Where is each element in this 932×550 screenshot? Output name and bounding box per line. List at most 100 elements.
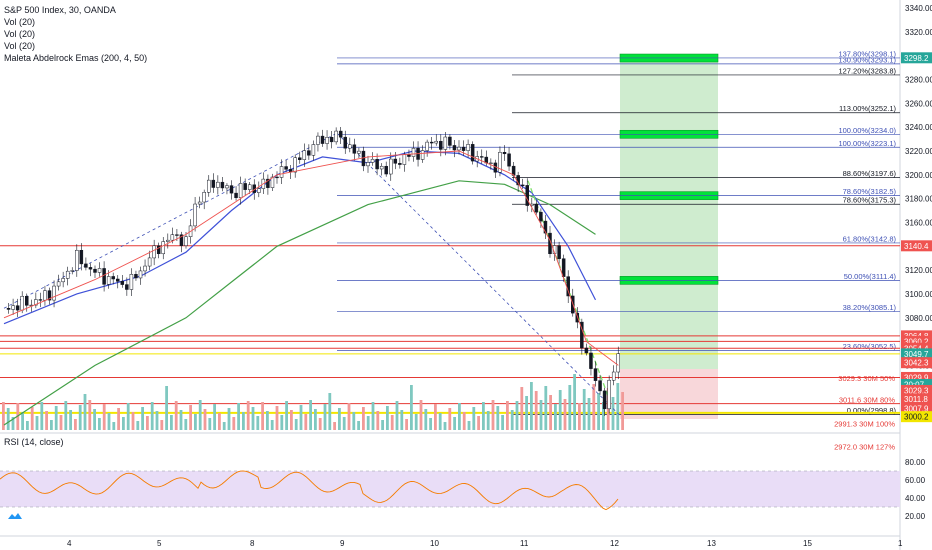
candle-body bbox=[47, 290, 52, 301]
price-tick-label: 3160.00 bbox=[905, 218, 932, 227]
candle-body bbox=[161, 241, 165, 255]
stop-zone bbox=[620, 369, 718, 420]
fib-level-label: 113.00%(3252.1) bbox=[839, 104, 896, 113]
volume-bar bbox=[424, 409, 428, 430]
volume-bar bbox=[246, 401, 250, 430]
time-tick-label: 12 bbox=[610, 539, 619, 548]
volume-bar bbox=[266, 411, 269, 430]
time-tick-label: 5 bbox=[157, 539, 162, 548]
volume-bar bbox=[150, 402, 154, 430]
price-badge-bg bbox=[901, 335, 932, 347]
candle-body bbox=[116, 278, 120, 282]
time-tick-label: 13 bbox=[707, 539, 716, 548]
rsi-tick-label: 40.00 bbox=[905, 494, 926, 503]
fib-level-label: 78.60%(3175.3) bbox=[843, 196, 897, 205]
volume-indicator-1[interactable]: Vol (20) bbox=[4, 17, 36, 27]
candle-body bbox=[156, 245, 161, 255]
time-tick-label: 4 bbox=[67, 539, 72, 548]
volume-bar bbox=[59, 415, 63, 430]
volume-bar bbox=[237, 403, 240, 430]
volume-bar bbox=[126, 403, 130, 430]
candle-body bbox=[311, 144, 316, 156]
volume-bar bbox=[366, 416, 370, 430]
candle-body bbox=[375, 158, 379, 170]
candle-body bbox=[20, 295, 24, 311]
price-tick-label: 3200.00 bbox=[905, 171, 932, 180]
volume-bar bbox=[213, 404, 216, 430]
candle-body bbox=[234, 192, 238, 198]
volume-bar bbox=[208, 418, 212, 430]
price-badge: 3029.9 bbox=[901, 371, 932, 383]
fib-level-label: 38.20%(3085.1) bbox=[843, 303, 897, 312]
candle-body bbox=[70, 270, 74, 272]
volume-bar bbox=[131, 412, 135, 430]
volume-bar bbox=[357, 421, 360, 430]
volume-bar bbox=[261, 402, 264, 430]
chart-legend: S&P 500 Index, 30, OANDA Vol (20) Vol (2… bbox=[4, 4, 147, 64]
volume-bar bbox=[198, 400, 202, 430]
volume-bar bbox=[395, 401, 399, 430]
rsi-legend[interactable]: RSI (14, close) bbox=[4, 437, 64, 447]
candle-body bbox=[461, 146, 466, 151]
candle-body bbox=[439, 140, 443, 150]
volume-bar bbox=[554, 404, 557, 430]
volume-bar bbox=[544, 386, 548, 430]
volume-bar bbox=[525, 396, 528, 430]
candle-body bbox=[470, 144, 475, 162]
candle-body bbox=[6, 307, 11, 310]
volume-bar bbox=[179, 410, 183, 430]
candle-body bbox=[325, 137, 329, 144]
volume-bar bbox=[578, 403, 581, 430]
volume-bar bbox=[256, 416, 260, 430]
candle-body bbox=[129, 274, 134, 290]
price-badge-bg bbox=[901, 52, 932, 64]
volume-bar bbox=[333, 422, 336, 430]
candle-body bbox=[607, 379, 611, 410]
time-tick-label: 8 bbox=[250, 539, 255, 548]
tradingview-logo-icon[interactable] bbox=[8, 512, 22, 520]
level-annotation: 3029.3 30M 50% bbox=[838, 374, 895, 383]
volume-bar bbox=[290, 410, 293, 430]
volume-bar bbox=[587, 398, 591, 430]
fib-level-label: 100.00%(3234.0) bbox=[838, 126, 896, 135]
rsi-tick-label: 20.00 bbox=[905, 512, 926, 521]
volume-indicator-2[interactable]: Vol (20) bbox=[4, 29, 36, 39]
fib-level-label: 130.90%(3293.1) bbox=[838, 55, 896, 64]
volume-indicator-3[interactable]: Vol (20) bbox=[4, 41, 36, 51]
level-annotation: 2972.0 30M 127% bbox=[834, 442, 895, 451]
candle-body bbox=[366, 162, 370, 167]
candle-body bbox=[75, 249, 79, 271]
ema-indicator[interactable]: Maleta Abdelrock Emas (200, 4, 50) bbox=[4, 53, 148, 63]
volume-bar bbox=[50, 420, 53, 430]
volume-bar bbox=[328, 393, 332, 430]
volume-bar bbox=[386, 406, 389, 430]
price-tick-label: 3260.00 bbox=[905, 99, 932, 108]
volume-bar bbox=[462, 412, 466, 430]
fib-level-label: 23.60%(3052.5) bbox=[843, 342, 897, 351]
volume-bar bbox=[160, 420, 164, 430]
volume-bar bbox=[381, 420, 384, 430]
candle-body bbox=[15, 305, 20, 311]
candle-body bbox=[384, 165, 388, 175]
volume-bar bbox=[270, 420, 274, 430]
volume-bar bbox=[342, 417, 346, 430]
price-badge-bg bbox=[901, 378, 932, 390]
fib-level-label: 137.80%(3298.1) bbox=[838, 49, 896, 58]
volume-bar bbox=[352, 412, 356, 430]
rsi-tick-label: 60.00 bbox=[905, 476, 926, 485]
volume-bar bbox=[405, 419, 408, 430]
volume-bar bbox=[338, 408, 341, 430]
volume-bar bbox=[563, 399, 567, 430]
volume-bar bbox=[21, 412, 24, 430]
candle-body bbox=[429, 141, 434, 144]
candle-body bbox=[584, 347, 589, 354]
volume-bar bbox=[280, 415, 284, 430]
candle-body bbox=[448, 136, 452, 146]
level-annotation: 3011.6 30M 80% bbox=[839, 395, 895, 404]
volume-bar bbox=[35, 416, 39, 430]
volume-bar bbox=[194, 414, 197, 430]
candle-body bbox=[443, 136, 448, 150]
volume-bar bbox=[347, 403, 351, 430]
volume-bar bbox=[501, 415, 504, 430]
